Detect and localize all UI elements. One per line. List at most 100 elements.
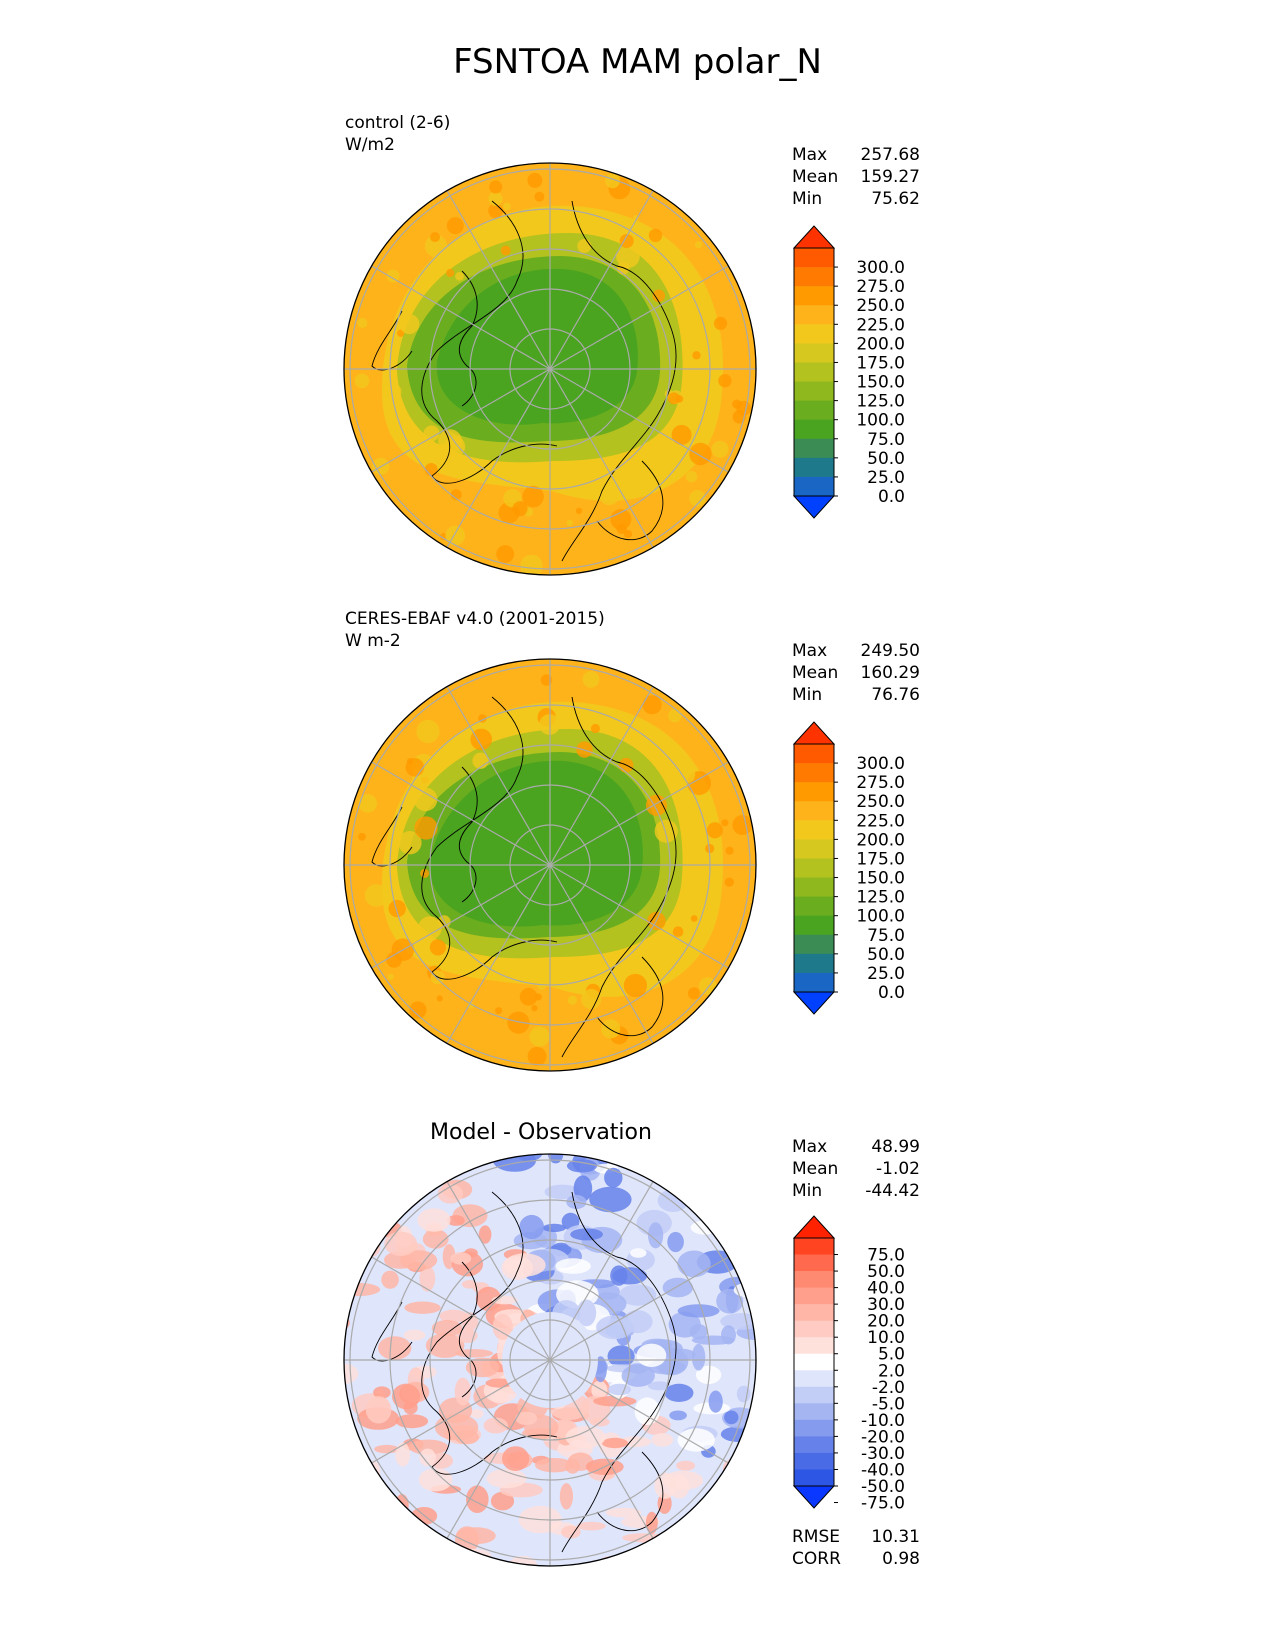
field-texture	[519, 987, 538, 1006]
colorbar-segment	[794, 343, 834, 363]
longitude-gridline	[549, 265, 729, 370]
field-texture	[534, 191, 545, 202]
diff-patch	[604, 1167, 623, 1188]
diff-patch	[636, 1343, 667, 1367]
colorbar-tick-label: 225.0	[856, 315, 905, 335]
diff-patch	[691, 1343, 706, 1371]
field-texture	[503, 202, 511, 211]
diff-patch	[596, 1315, 633, 1340]
diff-patch	[419, 1265, 436, 1292]
colorbar-segment	[794, 381, 834, 402]
diff-patch	[483, 1417, 508, 1434]
longitude-gridline	[549, 190, 654, 370]
diff-patch	[471, 1409, 484, 1419]
diff-patch	[455, 1527, 496, 1545]
diff-patch	[561, 1525, 581, 1539]
diff-patch	[608, 1383, 631, 1396]
diff-patch	[408, 1524, 428, 1535]
field-texture	[407, 758, 413, 764]
coastline	[421, 1191, 558, 1475]
colorbar-segment	[794, 419, 834, 440]
diff-patch	[724, 1410, 739, 1425]
longitude-gridline	[549, 864, 654, 1044]
field-texture	[690, 915, 698, 922]
coastline	[596, 956, 664, 1037]
field-texture	[706, 822, 723, 839]
field-texture	[455, 271, 464, 281]
field-texture	[736, 400, 752, 416]
colorbar-segment	[794, 820, 834, 840]
metrics-box: RMSE 10.31 CORR 0.98	[792, 1526, 920, 1570]
longitude-gridline	[446, 1359, 551, 1539]
field-texture	[534, 993, 542, 1001]
field-texture	[610, 508, 632, 530]
colorbar-segment	[794, 801, 834, 821]
colorbar-segment	[794, 858, 834, 879]
field-texture	[416, 719, 440, 744]
colorbar-extend-max	[792, 1215, 836, 1239]
polar-map-control	[343, 162, 757, 576]
diff-patch	[695, 1365, 722, 1385]
stats-box: Max 249.50 Mean 160.29 Min 76.76	[792, 640, 920, 706]
field-texture	[581, 989, 602, 1010]
longitude-gridline	[371, 265, 551, 370]
panel-label: control (2-6) W/m2	[345, 112, 450, 156]
colorbar-segment	[794, 1452, 834, 1470]
colorbar-tick-label: 25.0	[867, 468, 905, 488]
colorbar-difference: 75.050.040.030.020.010.05.02.0-2.0-5.0-1…	[792, 1215, 905, 1512]
diff-patch	[478, 1225, 492, 1244]
colorbar-segment	[794, 953, 834, 974]
field-texture	[668, 708, 682, 723]
diff-patch	[570, 1228, 603, 1241]
coastline	[561, 1191, 677, 1553]
colorbar-segment	[794, 972, 834, 993]
longitude-gridline	[549, 1359, 729, 1464]
diff-patch	[378, 1336, 412, 1360]
field-texture	[444, 436, 466, 458]
coastline	[596, 460, 664, 541]
colorbar-segment	[794, 1386, 834, 1404]
colorbar-tick-label: 250.0	[856, 792, 905, 812]
field-texture	[537, 981, 546, 990]
longitude-gridline	[549, 864, 729, 969]
colorbar-tick-label: -75.0	[861, 1494, 905, 1512]
diff-patch	[566, 1159, 598, 1173]
diff-patch	[465, 1357, 500, 1378]
field-texture	[522, 485, 544, 508]
field-texture	[566, 519, 573, 526]
diff-patch	[607, 1345, 635, 1368]
coastline	[371, 1301, 413, 1362]
field-texture	[358, 832, 366, 841]
coastline	[561, 200, 677, 562]
dataset-name: CERES-EBAF v4.0 (2001-2015)	[345, 609, 605, 629]
field-texture	[520, 554, 543, 575]
field-texture	[527, 1046, 547, 1066]
diff-patch	[399, 1250, 438, 1271]
diff-patch	[392, 1383, 420, 1410]
diff-patch	[365, 1396, 392, 1424]
colorbar-segment	[794, 934, 834, 955]
diff-patch	[555, 1258, 591, 1274]
diff-patch	[491, 1295, 518, 1305]
field-texture	[732, 815, 753, 835]
diff-patch	[722, 1458, 748, 1478]
colorbar-tick-label: 200.0	[856, 334, 905, 354]
coastline	[371, 310, 413, 371]
stats-box: Max 257.68 Mean 159.27 Min 75.62	[792, 144, 920, 210]
field-texture	[422, 452, 433, 463]
field-texture	[489, 180, 503, 194]
colorbar-tick-label: 20.0	[867, 1312, 905, 1332]
colorbar-control: 300.0275.0250.0225.0200.0175.0150.0125.0…	[792, 225, 905, 519]
longitude-gridline	[549, 761, 729, 866]
colorbar-segment	[794, 1419, 834, 1437]
longitude-gridline	[446, 190, 551, 370]
colorbar-segment	[794, 305, 834, 325]
colorbar-segment	[794, 1403, 834, 1421]
diff-patch	[677, 1250, 711, 1278]
colorbar-tick-label: -2.0	[872, 1378, 905, 1398]
field-texture	[364, 884, 388, 907]
field-texture	[429, 939, 446, 956]
diff-patch	[721, 1325, 736, 1345]
field-texture	[450, 489, 462, 501]
field-texture	[619, 234, 634, 248]
